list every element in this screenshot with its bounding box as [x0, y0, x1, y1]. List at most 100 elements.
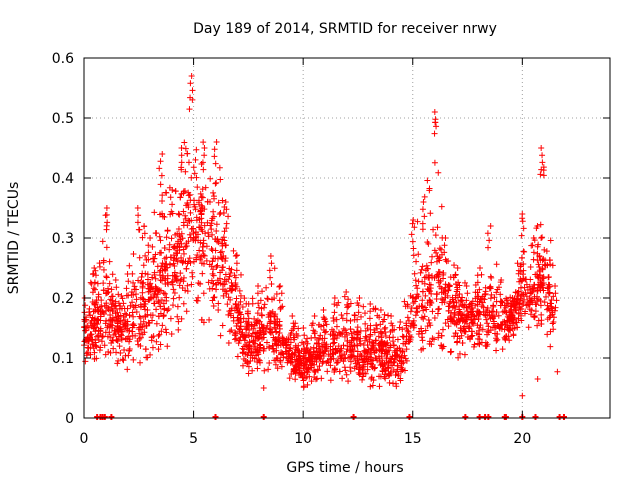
- data-point: [94, 280, 101, 287]
- data-point: [264, 295, 271, 302]
- data-point-peak: [255, 283, 262, 289]
- data-point: [181, 139, 188, 146]
- data-point: [176, 232, 183, 239]
- data-point: [212, 180, 219, 187]
- data-point: [401, 298, 408, 305]
- data-point: [129, 309, 136, 316]
- data-point: [421, 313, 428, 320]
- data-point: [152, 285, 159, 292]
- data-point-peak: [135, 212, 142, 219]
- data-point: [449, 294, 456, 301]
- data-point: [101, 302, 108, 309]
- data-point: [203, 243, 210, 250]
- data-point: [200, 237, 207, 244]
- data-point-peak: [322, 328, 329, 335]
- data-point: [374, 357, 381, 364]
- data-point: [417, 269, 424, 276]
- x-tick-label: 5: [189, 431, 198, 447]
- data-point-peak: [331, 295, 338, 301]
- data-point: [347, 343, 354, 350]
- data-point: [99, 238, 106, 245]
- data-point: [331, 368, 338, 375]
- data-point-peak: [343, 289, 350, 295]
- data-point: [461, 314, 468, 321]
- data-point: [359, 366, 366, 373]
- data-point-peak: [366, 315, 373, 322]
- data-point: [390, 380, 397, 387]
- data-point-peak: [506, 309, 513, 316]
- data-point-peak: [211, 153, 218, 160]
- data-point: [182, 287, 189, 294]
- data-point: [222, 258, 229, 265]
- data-point: [499, 346, 506, 353]
- x-tick-label: 20: [513, 431, 531, 447]
- data-point: [356, 371, 363, 378]
- data-point: [238, 271, 245, 278]
- data-point: [499, 308, 506, 315]
- x-tick-label: 0: [80, 431, 89, 447]
- data-point: [85, 345, 92, 352]
- data-point: [225, 276, 232, 283]
- data-point: [331, 301, 338, 308]
- data-point: [384, 339, 391, 346]
- data-point: [141, 230, 148, 237]
- data-point-peak: [323, 321, 330, 328]
- data-point: [244, 360, 251, 367]
- data-point: [354, 342, 361, 349]
- data-point-outlier: [554, 368, 561, 375]
- data-point: [197, 256, 204, 263]
- data-point: [136, 330, 143, 337]
- data-point: [237, 319, 244, 326]
- data-point: [233, 295, 240, 302]
- data-point: [95, 306, 102, 313]
- data-point: [144, 276, 151, 283]
- data-point: [431, 159, 438, 166]
- data-point: [255, 334, 262, 341]
- data-point: [398, 358, 405, 365]
- data-point: [396, 357, 403, 364]
- data-point: [436, 257, 443, 264]
- data-point: [419, 288, 426, 295]
- data-point: [186, 218, 193, 225]
- data-point: [159, 198, 166, 205]
- data-point-peak: [498, 298, 505, 305]
- y-tick-label: 0.3: [52, 231, 74, 247]
- data-point: [537, 257, 544, 264]
- data-point: [225, 339, 232, 346]
- data-point: [129, 299, 136, 306]
- data-point: [405, 329, 412, 336]
- data-point-peak: [309, 320, 316, 327]
- data-point: [361, 353, 368, 360]
- data-point-peak: [91, 265, 98, 271]
- data-point: [411, 270, 418, 277]
- x-tick-label: 15: [404, 431, 422, 447]
- data-point: [142, 270, 149, 277]
- data-point: [217, 332, 224, 339]
- data-point: [319, 344, 326, 351]
- data-point: [364, 359, 371, 366]
- data-point: [184, 260, 191, 267]
- data-point: [385, 372, 392, 379]
- data-point: [418, 325, 425, 332]
- data-point: [280, 351, 287, 358]
- data-point: [545, 274, 552, 281]
- data-point: [518, 292, 525, 299]
- data-point: [547, 237, 554, 244]
- y-tick-label: 0.2: [52, 291, 74, 307]
- data-point-peak: [420, 199, 427, 205]
- data-point: [268, 310, 275, 317]
- data-point: [515, 301, 522, 308]
- data-point: [183, 243, 190, 250]
- data-point: [409, 294, 416, 301]
- data-point: [243, 342, 250, 349]
- data-point: [410, 293, 417, 300]
- data-point: [217, 176, 224, 183]
- data-point: [484, 328, 491, 335]
- data-point: [546, 257, 553, 264]
- data-point: [410, 252, 417, 259]
- data-point: [125, 352, 132, 359]
- data-point-peak: [388, 320, 395, 327]
- data-point: [466, 325, 473, 332]
- data-point: [371, 349, 378, 356]
- data-point: [273, 290, 280, 297]
